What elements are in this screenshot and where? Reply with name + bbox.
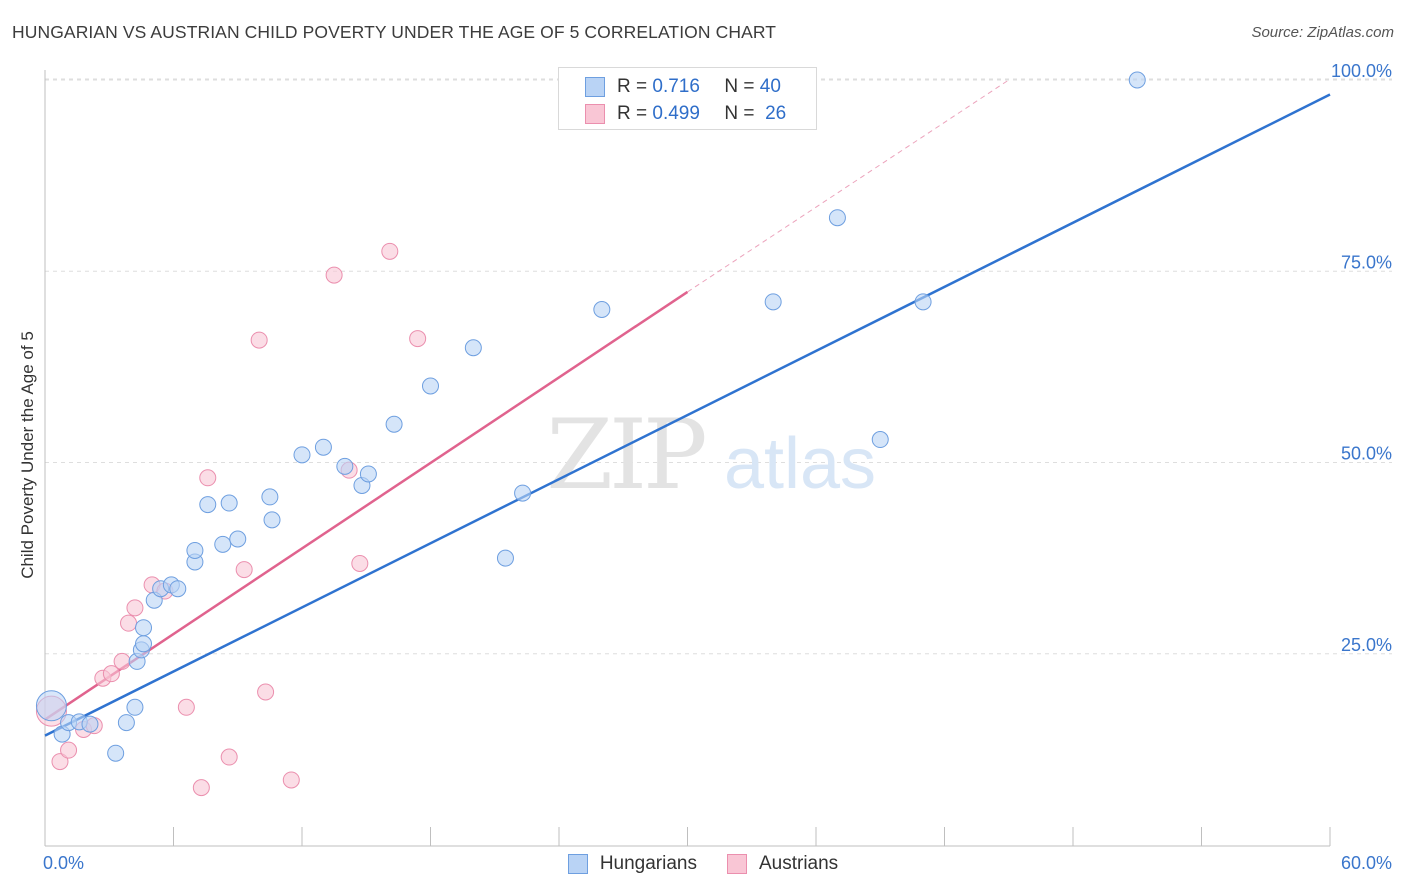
hungarians-swatch [585, 77, 605, 97]
legend-item-hungarians[interactable]: Hungarians [567, 851, 697, 877]
point-hungarians [169, 580, 187, 598]
legend-label-hungarians: Hungarians [599, 853, 697, 874]
point-austrians [120, 614, 138, 632]
point-hungarians [422, 377, 439, 395]
n-label: N = [724, 76, 755, 97]
y-tick-label: 75.0% [1341, 252, 1392, 272]
point-austrians [235, 561, 253, 579]
series-legend: Hungarians Austrians [0, 851, 1406, 877]
r-label: R = [617, 76, 648, 97]
austrians-swatch [585, 104, 605, 124]
point-hungarians [35, 690, 67, 722]
point-hungarians [828, 209, 846, 227]
point-austrians [199, 469, 217, 487]
point-hungarians [135, 619, 153, 637]
point-austrians [250, 331, 268, 349]
point-austrians [192, 779, 210, 797]
point-austrians [51, 753, 69, 771]
point-hungarians [464, 339, 482, 357]
point-hungarians [314, 438, 332, 456]
trend-lines [44, 79, 1331, 737]
watermark-zip: ZIP [546, 399, 705, 511]
y-tick-label: 100.0% [1331, 61, 1392, 81]
x-tick-label: 0.0% [43, 853, 84, 873]
r-value: 0.716 [652, 76, 700, 97]
point-hungarians [263, 511, 281, 529]
point-austrians [409, 330, 427, 348]
point-hungarians [117, 714, 135, 732]
stats-legend: R = 0.716 N = 40 R = 0.499 N = 26 [558, 67, 817, 130]
point-hungarians [514, 484, 532, 502]
stats-row-austrians: R = 0.499 N = 26 [585, 102, 786, 126]
point-austrians [351, 554, 369, 572]
n-value: 26 [765, 103, 787, 124]
stats-row-hungarians: R = 0.716 N = 40 [585, 75, 781, 99]
point-hungarians [293, 446, 311, 464]
watermark: ZIP atlas [546, 399, 876, 511]
y-axis-label: Child Poverty Under the Age of 5 [18, 331, 37, 579]
point-austrians [113, 652, 131, 670]
r-value: 0.499 [652, 103, 700, 124]
trend-extension-austrians [687, 79, 1010, 293]
point-hungarians [1128, 71, 1146, 89]
point-hungarians [336, 457, 354, 475]
point-hungarians [385, 415, 403, 433]
point-hungarians [107, 744, 125, 762]
point-austrians [282, 771, 300, 789]
point-austrians [220, 748, 238, 766]
point-hungarians [593, 301, 611, 318]
n-value: 40 [759, 76, 781, 97]
point-hungarians [871, 431, 889, 449]
point-hungarians [186, 541, 204, 559]
hungarians-legend-swatch [567, 854, 588, 874]
point-hungarians [81, 715, 99, 733]
legend-item-austrians[interactable]: Austrians [726, 851, 839, 877]
austrians-legend-swatch [726, 854, 747, 874]
point-hungarians [914, 293, 932, 311]
y-tick-label: 25.0% [1341, 635, 1392, 655]
point-austrians [102, 665, 120, 683]
source-label: Source: ZipAtlas.com [1251, 24, 1394, 41]
point-austrians [257, 683, 275, 701]
point-hungarians [359, 465, 377, 483]
chart-title: HUNGARIAN VS AUSTRIAN CHILD POVERTY UNDE… [12, 22, 777, 42]
r-label: R = [617, 103, 648, 124]
legend-label-austrians: Austrians [758, 853, 839, 874]
point-hungarians [126, 698, 144, 716]
data-points [35, 71, 1146, 797]
point-hungarians [220, 494, 238, 512]
point-austrians [325, 266, 343, 284]
point-hungarians [229, 530, 247, 548]
point-austrians [177, 698, 195, 716]
tick-labels: 25.0% 50.0% 75.0% 100.0% 0.0% 60.0% [43, 61, 1392, 873]
point-hungarians [496, 549, 514, 567]
point-hungarians [199, 496, 217, 514]
trend-line-hungarians [44, 93, 1331, 737]
watermark-atlas: atlas [724, 424, 876, 504]
point-austrians [126, 599, 144, 617]
point-hungarians [214, 535, 232, 553]
point-hungarians [261, 488, 279, 506]
n-label: N = [724, 103, 755, 124]
x-tick-label: 60.0% [1341, 853, 1392, 873]
point-austrians [60, 741, 78, 759]
trend-line-austrians [44, 290, 689, 721]
point-hungarians [764, 293, 782, 311]
point-austrians [381, 242, 399, 260]
y-tick-label: 50.0% [1341, 444, 1392, 464]
point-hungarians [135, 635, 153, 653]
